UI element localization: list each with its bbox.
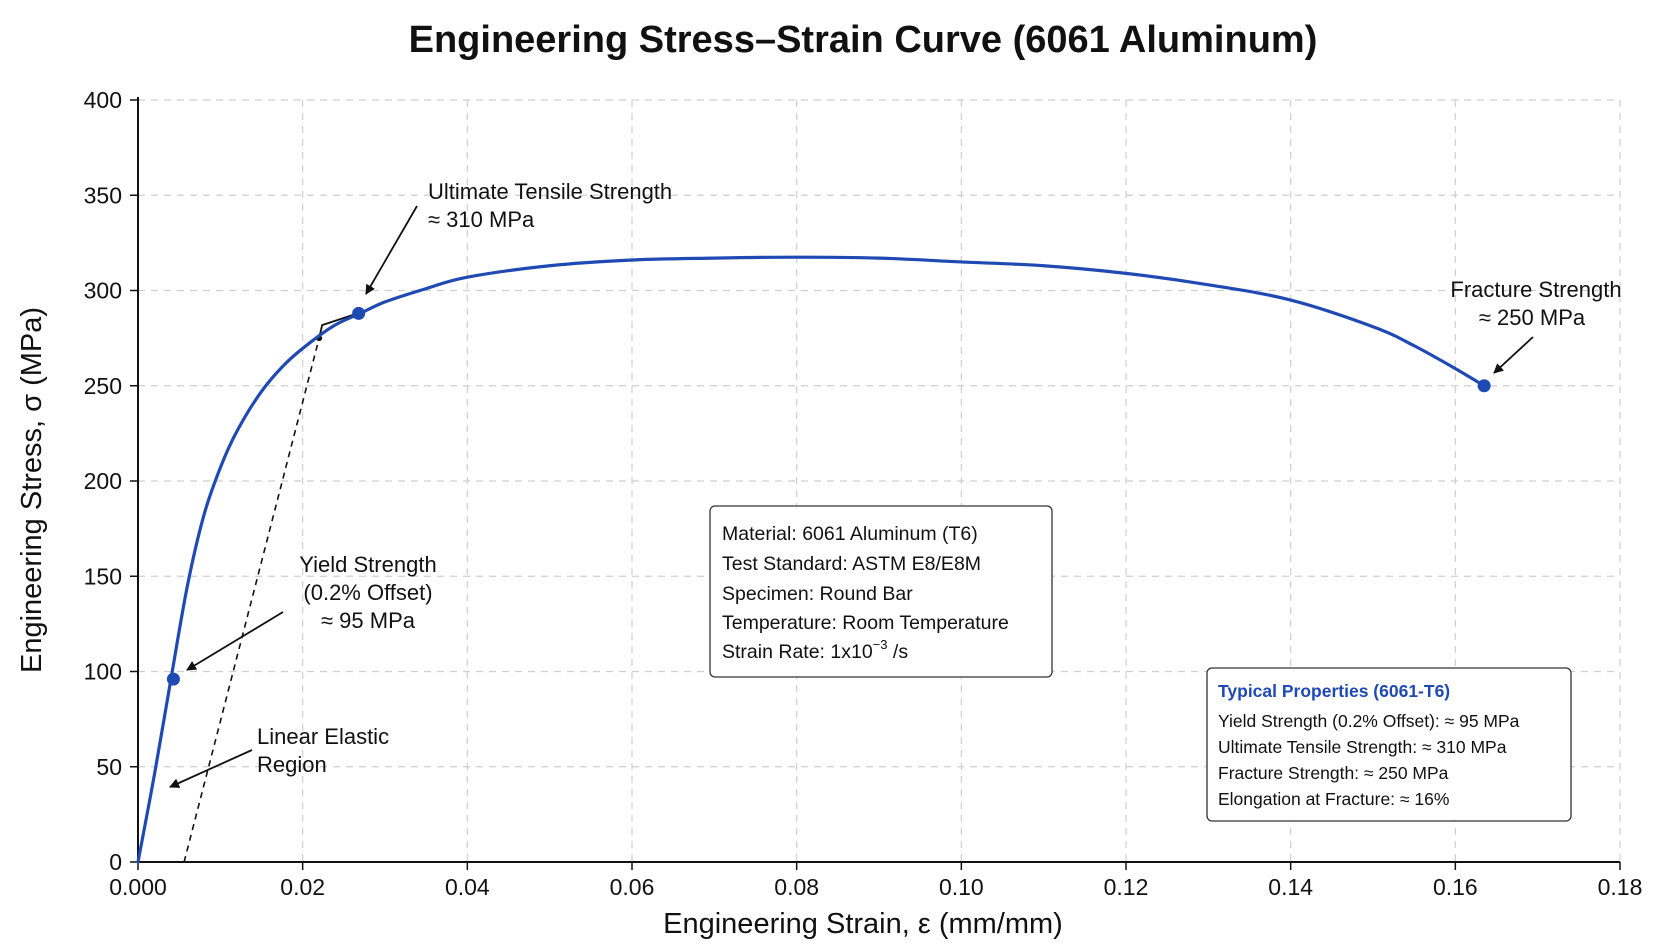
properties-box-frame (1206, 667, 1572, 822)
properties-heading: Typical Properties (6061-T6) (1218, 681, 1450, 701)
point-yield (166, 672, 180, 686)
test-info-specimen: Specimen: Round Bar (722, 583, 913, 605)
y-tick-label-3: 150 (84, 563, 122, 589)
property-uts: Ultimate Tensile Strength: ≈ 310 MPa (1218, 737, 1507, 757)
annotation-elastic-arrow (169, 749, 253, 788)
y-tick-label-8: 400 (84, 87, 122, 113)
point-uts (352, 306, 366, 320)
x-tick-label-9: 0.18 (1598, 874, 1643, 900)
y-tick-labels: 0 50 100 150 200 250 300 350 400 (84, 87, 122, 875)
test-info-temperature: Temperature: Room Temperature (722, 612, 1009, 634)
chart-title: Engineering Stress–Strain Curve (6061 Al… (409, 19, 1318, 61)
x-axis-label: Engineering Strain, ε (mm/mm) (663, 908, 1063, 940)
annotation-elastic-line-2: Region (257, 752, 327, 777)
series-line-0 (136, 255, 1486, 864)
x-tick-labels: 0.000 0.02 0.04 0.06 0.08 0.10 0.12 0.14 0.16 0.1… (109, 874, 1642, 900)
annotation-yield-line-2: (0.2% Offset) (303, 580, 432, 605)
y-tick-label-7: 350 (84, 182, 122, 208)
offset-line (183, 337, 320, 863)
x-tick-label-5: 0.10 (939, 874, 984, 900)
annotation-uts-line-2: ≈ 310 MPa (428, 207, 535, 232)
test-info-box: Material: 6061 Aluminum (T6) Test Standa… (709, 505, 1053, 678)
property-elongation: Elongation at Fracture: ≈ 16% (1218, 789, 1449, 809)
annotation-yield-line-1: Yield Strength (299, 552, 436, 577)
annotation-fracture-line-1: Fracture Strength (1450, 277, 1621, 302)
annotation-uts-arrow (365, 205, 418, 295)
y-tick-label-4: 200 (84, 468, 122, 494)
x-tick-label-3: 0.06 (610, 874, 655, 900)
strain-rate-suffix: /s (888, 641, 909, 663)
y-tick-label-2: 100 (84, 659, 122, 685)
strain-rate-prefix: Strain Rate: 1x10 (722, 641, 873, 663)
y-tick-label-5: 250 (84, 373, 122, 399)
test-info-standard: Test Standard: ASTM E8/E8M (722, 553, 981, 575)
property-yield: Yield Strength (0.2% Offset): ≈ 95 MPa (1218, 711, 1520, 731)
annotation-fracture: Fracture Strength ≈ 250 MPa (1450, 277, 1622, 374)
x-tick-label-6: 0.12 (1104, 874, 1149, 900)
properties-box: Typical Properties (6061-T6) Yield Stren… (1206, 667, 1572, 822)
annotation-elastic: Linear Elastic Region (169, 724, 389, 788)
point-fracture (1477, 379, 1491, 393)
test-info-strain-rate: Strain Rate: 1x10−3 /s (722, 637, 908, 663)
test-info-box-frame (709, 505, 1053, 678)
test-info-material: Material: 6061 Aluminum (T6) (722, 523, 978, 545)
x-tick-label-4: 0.08 (774, 874, 819, 900)
y-tick-label-0: 0 (109, 849, 122, 875)
annotation-yield: Yield Strength (0.2% Offset) ≈ 95 MPa (186, 552, 437, 671)
annotation-uts: Ultimate Tensile Strength ≈ 310 MPa (365, 179, 672, 295)
annotation-elastic-line-1: Linear Elastic (257, 724, 389, 749)
x-tick-label-1: 0.02 (280, 874, 325, 900)
series (136, 255, 1486, 864)
strain-rate-exponent: −3 (873, 637, 888, 652)
property-fracture: Fracture Strength: ≈ 250 MPa (1218, 763, 1449, 783)
annotation-yield-arrow (186, 611, 284, 671)
y-tick-label-1: 50 (96, 754, 122, 780)
annotation-fracture-arrow (1493, 336, 1534, 374)
x-tick-label-0: 0.000 (109, 874, 167, 900)
annotation-fracture-line-2: ≈ 250 MPa (1479, 305, 1586, 330)
y-tick-label-6: 300 (84, 278, 122, 304)
x-tick-label-2: 0.04 (445, 874, 490, 900)
annotation-uts-line-1: Ultimate Tensile Strength (428, 179, 672, 204)
annotation-yield-line-3: ≈ 95 MPa (321, 608, 416, 633)
x-tick-label-8: 0.16 (1433, 874, 1478, 900)
y-axis-label: Engineering Stress, σ (MPa) (16, 307, 48, 673)
x-tick-label-7: 0.14 (1268, 874, 1313, 900)
marked-points (166, 306, 1491, 686)
